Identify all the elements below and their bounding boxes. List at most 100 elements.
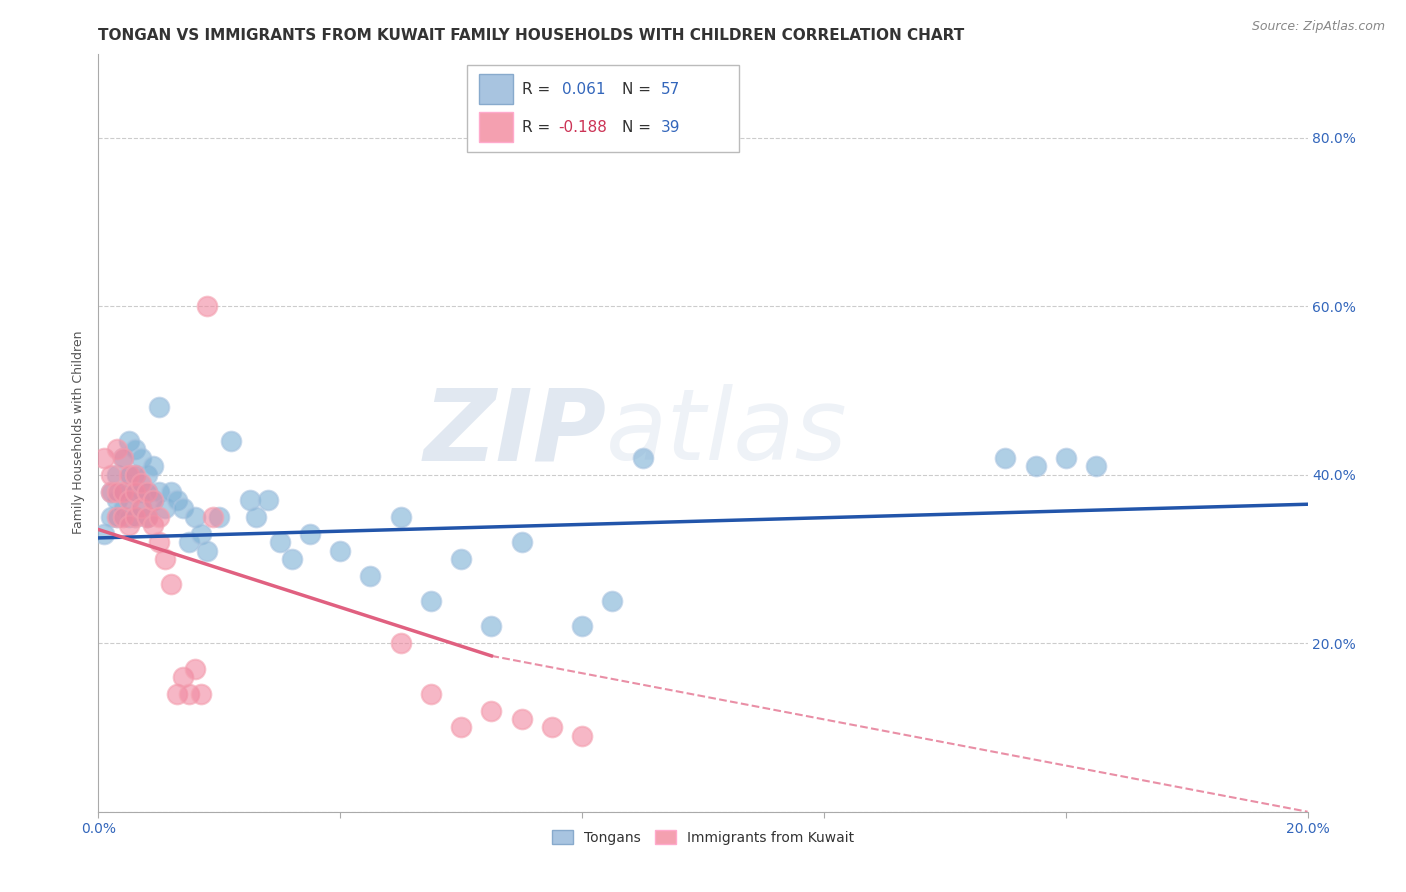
Point	[281, 552, 304, 566]
Point	[135, 509, 157, 524]
Point	[105, 509, 128, 524]
Point	[148, 401, 170, 415]
Point	[118, 509, 141, 524]
Text: Source: ZipAtlas.com: Source: ZipAtlas.com	[1251, 20, 1385, 33]
Text: N =: N =	[621, 82, 655, 96]
Point	[100, 509, 122, 524]
Point	[118, 484, 141, 499]
Point	[1054, 450, 1077, 465]
Point	[142, 518, 165, 533]
Text: 0.061: 0.061	[561, 82, 605, 96]
Point	[1024, 459, 1046, 474]
Point	[994, 450, 1017, 465]
Y-axis label: Family Households with Children: Family Households with Children	[72, 331, 86, 534]
Point	[450, 721, 472, 735]
Point	[105, 484, 128, 499]
Point	[571, 619, 593, 633]
Point	[118, 467, 141, 482]
Point	[160, 577, 183, 591]
FancyBboxPatch shape	[479, 74, 513, 104]
Point	[172, 501, 194, 516]
Point	[129, 501, 152, 516]
Point	[105, 493, 128, 508]
Point	[129, 484, 152, 499]
Point	[540, 721, 562, 735]
Text: 57: 57	[661, 82, 681, 96]
Point	[389, 636, 412, 650]
Point	[129, 450, 152, 465]
Point	[142, 459, 165, 474]
Text: -0.188: -0.188	[558, 120, 607, 135]
Point	[111, 450, 134, 465]
Point	[124, 467, 146, 482]
Point	[153, 552, 176, 566]
Point	[166, 493, 188, 508]
Point	[100, 484, 122, 499]
Point	[269, 535, 291, 549]
Point	[142, 493, 165, 508]
Point	[118, 518, 141, 533]
Point	[100, 484, 122, 499]
Point	[179, 535, 201, 549]
Point	[184, 661, 207, 675]
Point	[135, 467, 157, 482]
Point	[420, 687, 443, 701]
Point	[208, 509, 231, 524]
Point	[111, 501, 134, 516]
Point	[118, 467, 141, 482]
Point	[105, 509, 128, 524]
Point	[166, 687, 188, 701]
FancyBboxPatch shape	[479, 112, 513, 142]
Point	[360, 569, 382, 583]
Point	[111, 484, 134, 499]
Point	[148, 509, 170, 524]
Point	[142, 493, 165, 508]
Point	[105, 467, 128, 482]
Point	[195, 299, 218, 313]
Point	[105, 442, 128, 457]
Text: R =: R =	[522, 120, 555, 135]
Point	[510, 712, 533, 726]
Point	[93, 526, 115, 541]
Point	[190, 687, 212, 701]
Point	[124, 509, 146, 524]
Text: 39: 39	[661, 120, 681, 135]
Point	[1085, 459, 1108, 474]
Point	[111, 450, 134, 465]
Point	[202, 509, 225, 524]
Point	[111, 509, 134, 524]
Point	[93, 450, 115, 465]
Point	[221, 434, 243, 448]
Point	[631, 450, 654, 465]
Point	[100, 467, 122, 482]
Point	[124, 509, 146, 524]
Text: atlas: atlas	[606, 384, 848, 481]
Point	[179, 687, 201, 701]
Point	[129, 476, 152, 491]
Point	[111, 484, 134, 499]
Point	[510, 535, 533, 549]
Point	[124, 484, 146, 499]
Point	[148, 484, 170, 499]
Point	[195, 543, 218, 558]
Point	[239, 493, 262, 508]
Point	[256, 493, 278, 508]
Point	[148, 535, 170, 549]
Point	[481, 704, 503, 718]
Point	[135, 509, 157, 524]
Text: ZIP: ZIP	[423, 384, 606, 481]
Point	[450, 552, 472, 566]
Point	[160, 484, 183, 499]
Point	[329, 543, 352, 558]
Point	[245, 509, 267, 524]
Point	[135, 484, 157, 499]
Point	[184, 509, 207, 524]
Point	[153, 501, 176, 516]
Point	[571, 729, 593, 743]
Text: TONGAN VS IMMIGRANTS FROM KUWAIT FAMILY HOUSEHOLDS WITH CHILDREN CORRELATION CHA: TONGAN VS IMMIGRANTS FROM KUWAIT FAMILY …	[98, 28, 965, 43]
Point	[135, 484, 157, 499]
Point	[129, 501, 152, 516]
Point	[602, 594, 624, 608]
Point	[299, 526, 322, 541]
Point	[172, 670, 194, 684]
